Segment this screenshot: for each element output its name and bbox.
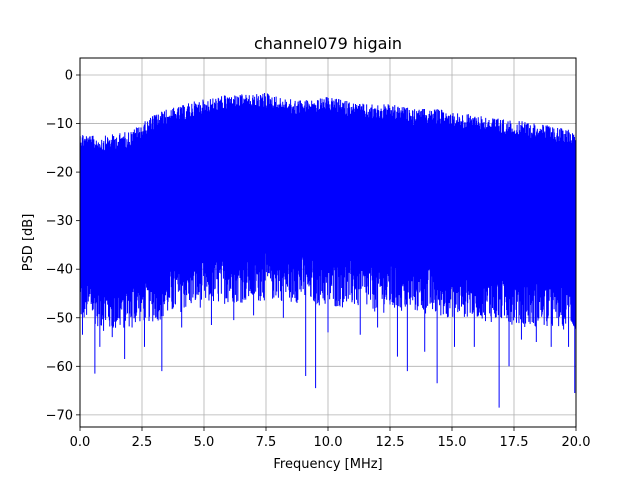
y-tick-label: −20 (46, 166, 73, 181)
x-tick-label: 20.0 (562, 435, 591, 450)
y-tick-label: −40 (46, 263, 73, 278)
x-tick-label: 0.0 (70, 435, 91, 450)
y-tick-label: −10 (46, 117, 73, 132)
x-tick-label: 2.5 (132, 435, 153, 450)
plot-area (80, 93, 576, 408)
y-tick-label: −30 (46, 214, 73, 229)
y-tick-label: −50 (46, 311, 73, 326)
x-tick-label: 12.5 (376, 435, 405, 450)
x-axis: 0.0 2.5 5.0 7.5 10.0 12.5 15.0 17.5 20.0 (70, 427, 591, 450)
psd-series-line (80, 93, 576, 408)
x-tick-label: 15.0 (438, 435, 467, 450)
x-tick-label: 10.0 (314, 435, 343, 450)
chart-title: channel079 higain (254, 34, 402, 53)
y-tick-label: −60 (46, 360, 73, 375)
x-axis-label: Frequency [MHz] (273, 457, 382, 472)
x-tick-label: 5.0 (194, 435, 215, 450)
y-tick-label: −70 (46, 408, 73, 423)
y-tick-label: 0 (65, 68, 73, 83)
y-axis-label: PSD [dB] (21, 214, 36, 272)
x-tick-label: 7.5 (256, 435, 277, 450)
y-axis: 0 −10 −20 −30 −40 −50 −60 −70 (46, 68, 80, 423)
x-tick-label: 17.5 (500, 435, 529, 450)
